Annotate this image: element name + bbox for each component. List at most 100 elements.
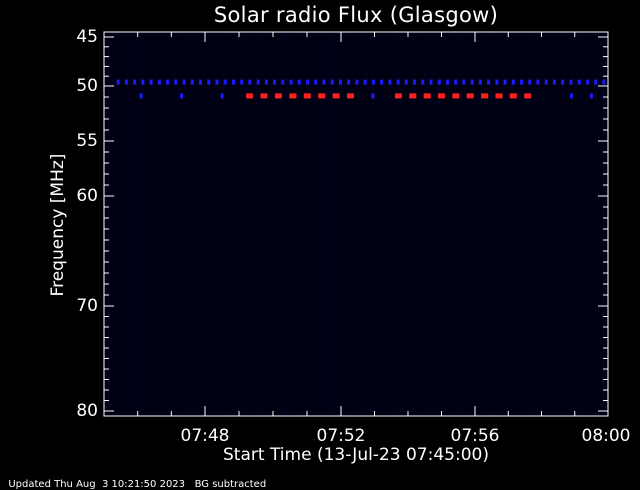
x-axis-label: Start Time (13-Jul-23 07:45:00) bbox=[223, 445, 489, 465]
blue-band-dash bbox=[569, 79, 573, 85]
red-burst-dash bbox=[289, 93, 297, 99]
noise-streak bbox=[214, 32, 216, 416]
y-tick-label: 45 bbox=[76, 27, 98, 47]
noise-streak bbox=[598, 32, 600, 416]
noise-streak bbox=[439, 32, 441, 416]
noise-streak bbox=[499, 32, 501, 416]
noise-streak bbox=[118, 32, 120, 416]
blue-band-dash bbox=[339, 79, 342, 85]
noise-streak bbox=[547, 32, 549, 416]
blue-band-dash bbox=[190, 79, 194, 85]
noise-streak bbox=[406, 32, 408, 416]
noise-streak bbox=[151, 32, 153, 416]
noise-streak bbox=[466, 32, 468, 416]
noise-streak bbox=[313, 32, 315, 416]
noise-streak bbox=[259, 32, 261, 416]
blue-band-dash bbox=[594, 79, 598, 85]
blue-band-dash bbox=[569, 93, 573, 99]
noise-streak bbox=[502, 32, 504, 416]
noise-streak bbox=[310, 32, 312, 416]
chart-title: Solar radio Flux (Glasgow) bbox=[213, 3, 499, 27]
noise-streak bbox=[130, 32, 132, 416]
blue-band-dash bbox=[371, 93, 375, 99]
noise-streak bbox=[361, 32, 363, 416]
blue-band-dash bbox=[446, 79, 449, 85]
red-burst-dash bbox=[466, 93, 474, 99]
noise-streak bbox=[109, 32, 111, 416]
blue-band-dash bbox=[470, 79, 474, 85]
y-tick-label: 55 bbox=[76, 131, 98, 151]
noise-streak bbox=[268, 32, 270, 416]
noise-streak bbox=[328, 32, 330, 416]
noise-streak bbox=[376, 32, 378, 416]
noise-streak bbox=[478, 32, 480, 416]
noise-streak bbox=[514, 32, 516, 416]
noise-streak bbox=[418, 32, 420, 416]
blue-band-dash bbox=[314, 79, 318, 85]
blue-band-dash bbox=[544, 79, 548, 85]
noise-streak bbox=[604, 32, 606, 416]
noise-streak bbox=[133, 32, 135, 416]
updated-timestamp: Updated Thu Aug 3 10:21:50 2023 bbox=[8, 479, 186, 490]
noise-streak bbox=[316, 32, 318, 416]
noise-streak bbox=[592, 32, 594, 416]
noise-streak bbox=[160, 32, 162, 416]
noise-streak bbox=[508, 32, 510, 416]
noise-streak bbox=[409, 32, 411, 416]
noise-streak bbox=[448, 32, 450, 416]
noise-streak bbox=[433, 32, 435, 416]
blue-band-dash bbox=[215, 79, 219, 85]
blue-band-dash bbox=[207, 79, 211, 85]
red-burst-dash bbox=[423, 93, 431, 99]
noise-streak bbox=[460, 32, 462, 416]
noise-streak bbox=[544, 32, 546, 416]
noise-streak bbox=[112, 32, 114, 416]
noise-streak bbox=[493, 32, 495, 416]
noise-streak bbox=[286, 32, 288, 416]
noise-streak bbox=[154, 32, 156, 416]
blue-band-dash bbox=[388, 79, 392, 85]
noise-streak bbox=[187, 32, 189, 416]
blue-band-dash bbox=[264, 79, 268, 85]
blue-band-dash bbox=[223, 79, 227, 85]
noise-streak bbox=[358, 32, 360, 416]
red-burst-dash bbox=[524, 93, 532, 99]
noise-streak bbox=[400, 32, 402, 416]
red-burst-dash bbox=[495, 93, 503, 99]
y-tick-label: 80 bbox=[76, 401, 98, 421]
noise-streak bbox=[295, 32, 297, 416]
noise-streak bbox=[166, 32, 168, 416]
noise-streak bbox=[190, 32, 192, 416]
noise-streak bbox=[334, 32, 336, 416]
blue-band-dash bbox=[589, 93, 593, 99]
red-burst-dash bbox=[452, 93, 460, 99]
noise-streak bbox=[346, 32, 348, 416]
blue-band-dash bbox=[256, 79, 260, 85]
noise-streak bbox=[163, 32, 165, 416]
noise-streak bbox=[505, 32, 507, 416]
noise-streak bbox=[388, 32, 390, 416]
plot-area bbox=[104, 32, 608, 416]
blue-band-dash bbox=[166, 79, 170, 85]
blue-band-dash bbox=[240, 79, 244, 85]
noise-streak bbox=[496, 32, 498, 416]
red-burst-dash bbox=[260, 93, 268, 99]
x-tick-label: 07:56 bbox=[450, 426, 500, 446]
noise-streak bbox=[520, 32, 522, 416]
noise-streak bbox=[541, 32, 543, 416]
x-tick-label: 08:00 bbox=[581, 426, 631, 446]
red-burst-dash bbox=[246, 93, 254, 99]
blue-band-dash bbox=[577, 79, 581, 85]
blue-band-dash bbox=[380, 79, 384, 85]
noise-streak bbox=[574, 32, 576, 416]
noise-streak bbox=[343, 32, 345, 416]
noise-streak bbox=[169, 32, 171, 416]
noise-streak bbox=[247, 32, 249, 416]
noise-streak bbox=[274, 32, 276, 416]
blue-band-dash bbox=[180, 93, 184, 99]
noise-streak bbox=[352, 32, 354, 416]
noise-streak bbox=[589, 32, 591, 416]
noise-streak bbox=[319, 32, 321, 416]
noise-streak bbox=[427, 32, 429, 416]
noise-streak bbox=[256, 32, 258, 416]
